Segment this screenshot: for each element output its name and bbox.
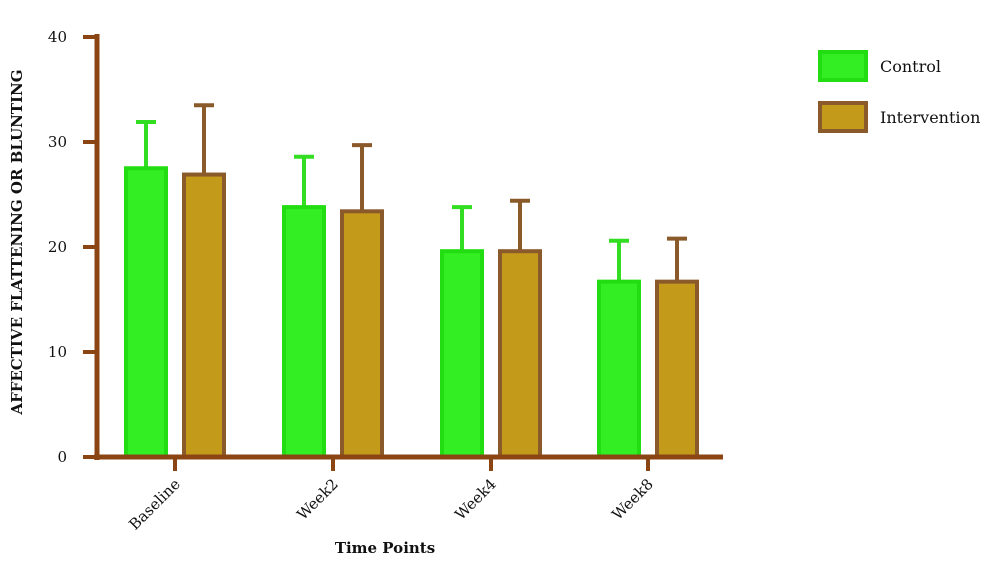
legend: Control Intervention [818,50,980,133]
y-axis-title: AFFECTIVE FLATTENING OR BLUNTING [8,69,26,415]
x-axis-title: Time Points [335,539,435,557]
y-tick-label: 10 [48,343,67,361]
x-tick-label: Baseline [125,475,184,534]
bar-intervention-week4 [498,249,542,459]
bar-intervention-week8 [655,279,699,459]
legend-swatch-intervention [818,101,868,133]
bar-control-week2 [282,205,326,459]
y-tick-label: 0 [57,448,67,466]
legend-label-intervention: Intervention [880,108,980,127]
y-tick-label: 40 [48,28,67,46]
y-tick-label: 30 [48,133,67,151]
bars-layer [124,103,699,460]
x-tick-label: Week4 [451,475,500,524]
bar-control-week4 [440,249,484,459]
bar-control-baseline [124,166,168,459]
x-tick-label: Week8 [608,475,657,524]
bar-intervention-week2 [340,209,384,459]
y-tick-label: 20 [48,238,67,256]
legend-swatch-control [818,50,868,82]
legend-label-control: Control [880,57,941,76]
x-tick-label: Week2 [293,475,342,524]
bar-control-week8 [597,279,641,459]
y-ticks: 0 10 20 30 40 [48,28,97,466]
bar-intervention-baseline [182,172,226,460]
x-ticks: Baseline Week2 Week4 Week8 [125,457,657,534]
